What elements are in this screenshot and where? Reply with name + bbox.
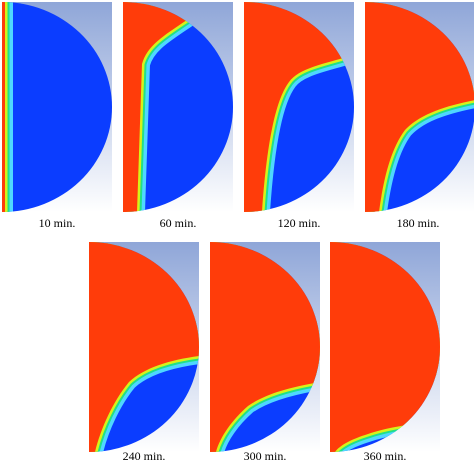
- oil-phase: [244, 2, 354, 212]
- panel: [89, 242, 199, 452]
- panel: [244, 2, 354, 212]
- oil-phase: [89, 242, 199, 452]
- panel-label: 180 min.: [397, 216, 440, 230]
- panel-label: 120 min.: [278, 216, 321, 230]
- contour: [89, 242, 199, 452]
- panel: [330, 242, 440, 452]
- oil-phase: [210, 242, 320, 452]
- panel-label: 10 min.: [39, 216, 76, 230]
- panel: [2, 2, 112, 212]
- panel-label: 60 min.: [160, 216, 197, 230]
- panel-label: 300 min.: [244, 449, 287, 463]
- panel: [123, 2, 233, 212]
- panel-label: 360 min.: [364, 449, 407, 463]
- panel: [365, 2, 474, 212]
- oil-phase: [2, 2, 5, 212]
- panel: [210, 242, 320, 452]
- oil-phase: [123, 2, 191, 212]
- oil-phase: [365, 2, 474, 212]
- oil-phase: [330, 242, 440, 452]
- panel-label: 240 min.: [123, 449, 166, 463]
